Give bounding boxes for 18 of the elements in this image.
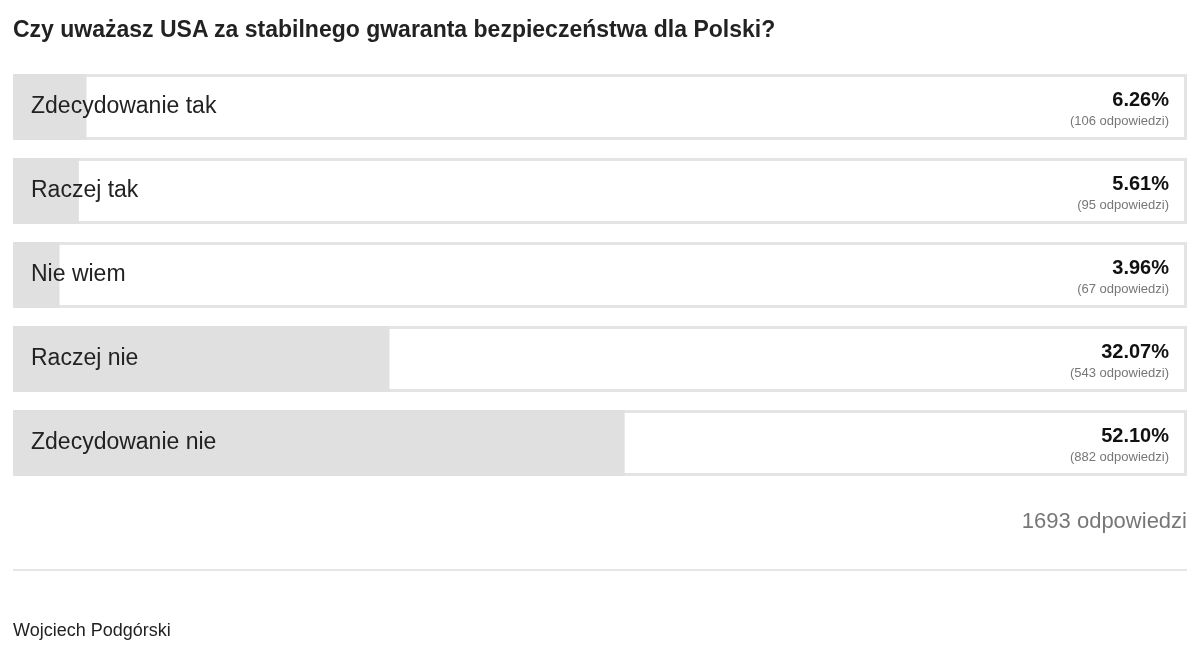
y-tick-label: Nie wiem (31, 260, 126, 287)
y-tick-label: Zdecydowanie tak (31, 92, 217, 119)
text: Wojciech Podgórski (13, 620, 171, 641)
data-label: 5.61% (1112, 171, 1170, 194)
annotation: (106 odpowiedzi) (1069, 112, 1169, 128)
data-label: 6.26% (1112, 87, 1170, 110)
data-label: 32.07% (1101, 339, 1170, 362)
annotation: (67 odpowiedzi) (1077, 280, 1169, 296)
chart-title: Czy uważasz USA za stabilnego gwaranta bezpieczeństwa dla Polski? (13, 16, 776, 43)
y-tick-label: Raczej nie (31, 344, 139, 371)
y-tick-label: Raczej tak (31, 176, 139, 203)
data-label: 3.96% (1112, 255, 1170, 278)
annotation: (95 odpowiedzi) (1077, 196, 1169, 212)
annotation: (882 odpowiedzi) (1069, 448, 1169, 464)
y-tick-label: Zdecydowanie nie (31, 428, 217, 455)
data-label: 52.10% (1101, 423, 1170, 446)
text: 1693 odpowiedzi (1021, 508, 1187, 534)
annotation: (543 odpowiedzi) (1069, 364, 1169, 380)
